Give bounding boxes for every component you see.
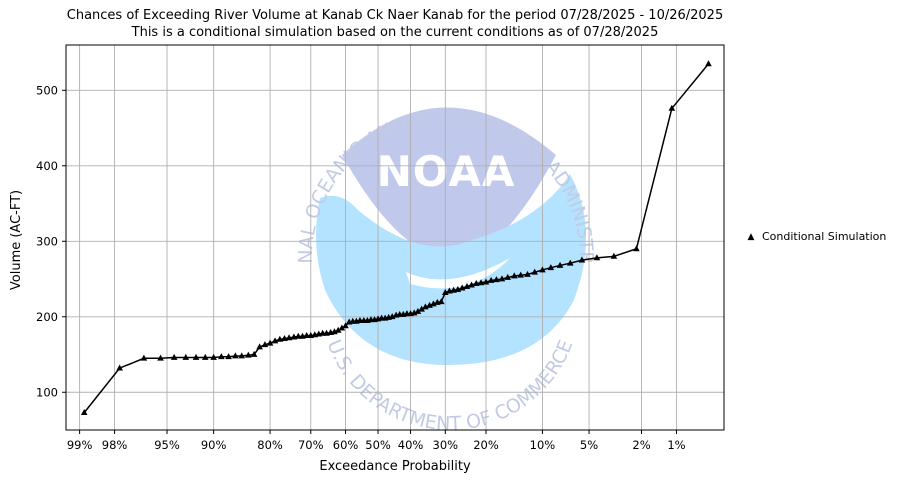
data-point [294, 332, 302, 339]
data-point [705, 60, 712, 67]
x-tick-label: 40% [398, 438, 424, 452]
data-point [531, 268, 539, 275]
x-tick-label: 60% [333, 438, 359, 452]
noaa-logo-text: NOAA [377, 147, 516, 196]
noaa-logo-lower-half [316, 174, 587, 365]
y-tick-label: 300 [36, 234, 58, 248]
data-point [157, 354, 164, 361]
data-point [426, 301, 433, 308]
data-point [430, 300, 437, 307]
data-point [418, 305, 425, 312]
data-point [468, 281, 475, 288]
data-point [338, 324, 346, 331]
y-tick-label: 100 [36, 385, 58, 399]
data-point [218, 353, 225, 360]
x-tick-label: 20% [473, 438, 499, 452]
data-point [245, 351, 252, 358]
data-point [388, 313, 396, 320]
x-tick-label: 80% [257, 438, 283, 452]
x-tick-label: 10% [530, 438, 556, 452]
data-point [342, 322, 349, 329]
data-point [281, 335, 288, 342]
data-point [238, 352, 246, 359]
axes: 99% 98% 95% 90% 80% 70% 60% 50% 40% 30% 20% 10% 5% 2%… [36, 44, 725, 452]
data-point [454, 285, 462, 292]
data-point [414, 307, 422, 314]
data-point [182, 353, 190, 360]
data-point [334, 326, 342, 333]
data-point [610, 252, 618, 259]
data-point [261, 341, 269, 348]
data-point [482, 278, 490, 285]
data-point [668, 104, 676, 111]
x-tick-label: 50% [365, 438, 391, 452]
x-tick-label: 30% [433, 438, 459, 452]
data-point [517, 271, 525, 278]
legend-marker-icon: ▲ [747, 231, 755, 242]
data-point [442, 289, 449, 296]
data-point [271, 337, 279, 344]
data-point [422, 303, 429, 310]
chart-subtitle: This is a conditional simulation based o… [131, 25, 659, 40]
data-point [504, 273, 512, 280]
x-tick-label: 90% [201, 438, 227, 452]
data-point [170, 353, 178, 360]
data-point [331, 328, 338, 335]
data-point [566, 259, 574, 266]
data-point [192, 353, 200, 360]
x-tick-label: 5% [580, 438, 598, 452]
x-axis-label: Exceedance Probability [319, 459, 471, 474]
y-tick-label: 400 [36, 159, 58, 173]
data-point [256, 343, 263, 350]
noaa-logo-upper-half [342, 107, 556, 259]
data-point [578, 256, 586, 263]
data-point [140, 354, 148, 361]
legend-label: Conditional Simulation [762, 230, 887, 243]
data-point [593, 254, 601, 261]
data-point [80, 409, 88, 416]
grid [66, 45, 724, 430]
legend: ▲ Conditional Simulation [744, 230, 887, 243]
y-tick-label: 200 [36, 310, 58, 324]
data-point [250, 350, 258, 357]
y-tick-label: 500 [36, 83, 58, 97]
series-conditional-simulation [80, 60, 712, 416]
x-tick-label: 98% [102, 438, 128, 452]
data-point [539, 266, 546, 273]
data-point [266, 339, 274, 346]
x-tick-label: 2% [632, 438, 650, 452]
data-point [276, 335, 284, 342]
x-tick-label: 70% [298, 438, 324, 452]
data-point [477, 279, 485, 286]
data-point [285, 334, 293, 341]
noaa-logo-watermark: NOAA NATIONAL OCEANIC AND ATMOSPHERIC AD… [0, 0, 597, 435]
data-point [232, 352, 239, 359]
data-point [487, 276, 495, 283]
data-point [498, 275, 506, 282]
data-point [633, 245, 640, 252]
x-tick-label: 99% [67, 438, 93, 452]
data-point [524, 270, 531, 277]
x-tick-label: 95% [154, 438, 180, 452]
data-point [493, 276, 500, 283]
data-point [463, 282, 471, 289]
data-point [116, 364, 123, 371]
data-point [511, 272, 518, 279]
data-point [201, 353, 209, 360]
data-point [410, 309, 418, 316]
data-point [556, 261, 564, 268]
data-point [547, 264, 555, 271]
data-point [472, 279, 480, 286]
y-axis-label: Volume (AC-FT) [9, 190, 24, 290]
chart-title: Chances of Exceeding River Volume at Kan… [66, 8, 724, 23]
data-point [210, 353, 217, 360]
data-point [458, 284, 466, 291]
data-point [437, 298, 445, 305]
data-point [225, 353, 232, 360]
x-tick-label: 1% [667, 438, 685, 452]
plot-frame [65, 44, 725, 431]
